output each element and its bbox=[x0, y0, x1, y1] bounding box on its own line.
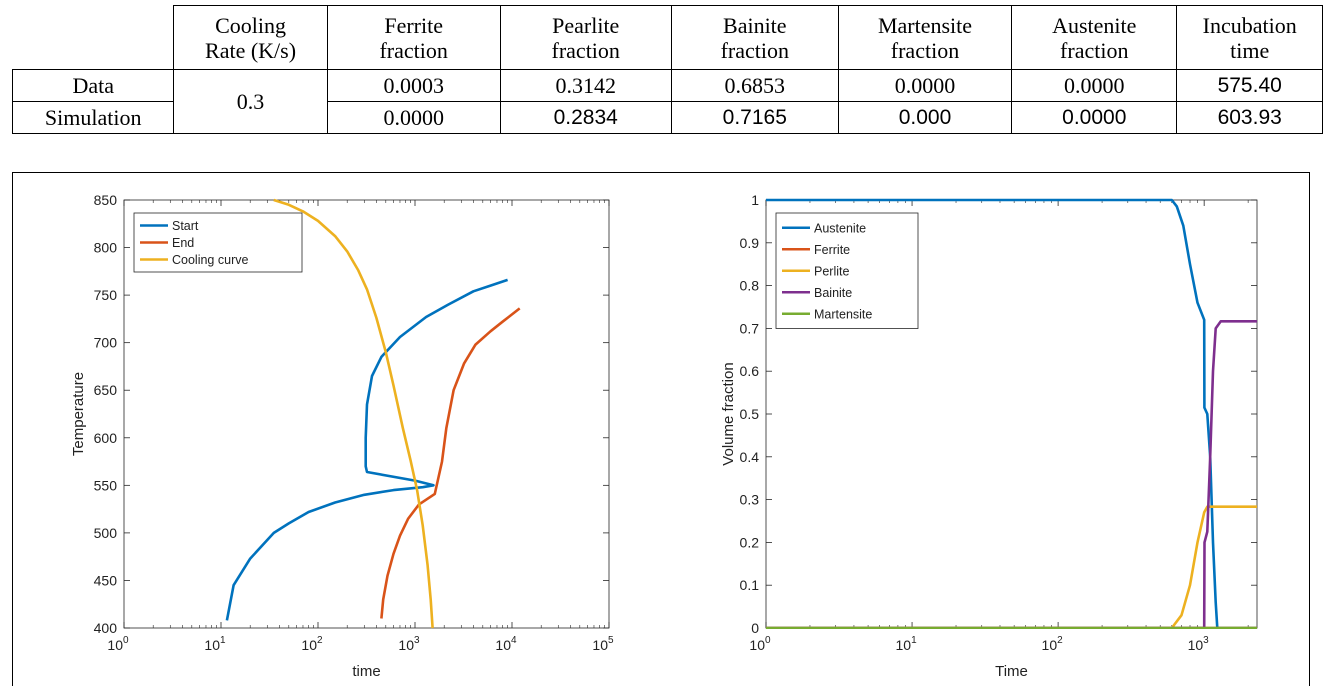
header-martensite-line2: fraction bbox=[890, 37, 960, 63]
y-tick-label: 0.5 bbox=[740, 406, 760, 422]
sim-pearlite-cell: 0.2834 bbox=[499, 101, 672, 134]
table-row-data: Data 0.3 0.0003 0.3142 0.6853 0.0000 0.0… bbox=[11, 69, 1323, 134]
header-austenite-line1: Austenite bbox=[1052, 12, 1137, 38]
sim-incubation-cell: 603.93 bbox=[1176, 101, 1323, 134]
legend-label: Bainite bbox=[814, 286, 852, 300]
y-tick-label: 0.2 bbox=[740, 534, 760, 550]
header-austenite: Austenite fraction bbox=[1011, 5, 1178, 70]
y-tick-label: 850 bbox=[94, 192, 118, 208]
x-axis-label: time bbox=[352, 663, 380, 680]
data-austenite-cell: 0.0000 bbox=[1011, 69, 1178, 102]
x-tick-label: 100 bbox=[107, 635, 129, 653]
results-table: Cooling Rate (K/s) Ferrite fraction Pearli… bbox=[11, 5, 1323, 134]
legend-label: End bbox=[172, 236, 194, 250]
header-ferrite-line1: Ferrite bbox=[384, 12, 444, 38]
data-martensite-cell: 0.0000 bbox=[837, 69, 1013, 102]
header-bainite-line2: fraction bbox=[720, 37, 789, 63]
legend-label: Martensite bbox=[814, 307, 872, 321]
y-tick-label: 0.9 bbox=[740, 235, 760, 251]
y-axis-label: Temperature bbox=[70, 372, 87, 456]
header-martensite: Martensite fraction bbox=[837, 5, 1013, 70]
y-tick-label: 500 bbox=[94, 525, 118, 541]
y-tick-label: 700 bbox=[94, 335, 118, 351]
header-pearlite-line1: Pearlite bbox=[552, 12, 620, 38]
header-incubation-line1: Incubation bbox=[1202, 12, 1297, 38]
x-tick-label: 105 bbox=[592, 635, 614, 653]
header-ferrite: Ferrite fraction bbox=[326, 5, 501, 70]
y-tick-label: 650 bbox=[94, 382, 118, 398]
header-row: Cooling Rate (K/s) Ferrite fraction Pearli… bbox=[12, 5, 1323, 70]
x-axis-label: Time bbox=[995, 663, 1028, 680]
header-cooling-rate: Cooling Rate (K/s) bbox=[173, 5, 328, 70]
header-austenite-line2: fraction bbox=[1060, 37, 1129, 63]
x-tick-label: 103 bbox=[1188, 635, 1210, 653]
header-cooling-rate-line2: Rate (K/s) bbox=[205, 37, 297, 63]
series-line-cooling-curve bbox=[273, 198, 434, 629]
y-tick-label: 0.8 bbox=[740, 278, 760, 294]
y-tick-label: 0 bbox=[751, 620, 759, 636]
legend-label: Start bbox=[172, 219, 199, 233]
corner-cell bbox=[12, 5, 175, 70]
legend-label: Ferrite bbox=[814, 243, 850, 257]
series-line-perlite bbox=[766, 505, 1257, 629]
header-pearlite-line2: fraction bbox=[551, 37, 620, 63]
x-tick-label: 101 bbox=[895, 635, 917, 653]
data-pearlite-cell: 0.3142 bbox=[499, 69, 672, 102]
cooling-rate-cell: 0.3 bbox=[173, 69, 328, 134]
x-tick-label: 104 bbox=[495, 635, 517, 653]
x-tick-label: 102 bbox=[301, 635, 323, 653]
data-incubation-cell: 575.40 bbox=[1176, 69, 1323, 102]
header-incubation: Incubation time bbox=[1176, 5, 1323, 70]
row-label-simulation: Simulation bbox=[11, 101, 175, 134]
header-incubation-line2: time bbox=[1230, 37, 1270, 63]
y-tick-label: 600 bbox=[94, 430, 118, 446]
legend-label: Perlite bbox=[814, 264, 849, 278]
y-tick-label: 0.7 bbox=[740, 320, 760, 336]
header-ferrite-line2: fraction bbox=[379, 37, 448, 63]
series-line-austenite bbox=[766, 198, 1257, 629]
x-tick-label: 102 bbox=[1042, 635, 1064, 653]
legend-label: Cooling curve bbox=[172, 253, 248, 267]
x-tick-label: 103 bbox=[398, 635, 420, 653]
x-tick-label: 101 bbox=[204, 635, 226, 653]
data-bainite-cell: 0.6853 bbox=[670, 69, 839, 102]
sim-ferrite-cell: 0.0000 bbox=[326, 101, 501, 134]
header-bainite-line1: Bainite bbox=[723, 12, 787, 38]
y-tick-label: 800 bbox=[94, 240, 118, 256]
series-line-start bbox=[225, 278, 509, 621]
figure-panel: 100 101 102 103 104 105 400 450 500 550 600 650 700 7… bbox=[12, 172, 1310, 686]
header-martensite-line1: Martensite bbox=[877, 12, 973, 38]
y-tick-label: 450 bbox=[94, 572, 118, 588]
chart-2: 100 101 102 103 0 0.1 0.2 0.3 0.4 0.5 0.6 0.7 0.8 0.9… bbox=[720, 192, 1258, 680]
chart-1: 100 101 102 103 104 105 400 450 500 550 600 650 700 7… bbox=[70, 192, 614, 680]
x-tick-label: 100 bbox=[749, 635, 771, 653]
y-tick-label: 0.6 bbox=[740, 363, 760, 379]
y-axis-label: Volume fraction bbox=[720, 362, 737, 465]
legend: Start End Cooling curve bbox=[133, 212, 303, 273]
series-line-end bbox=[380, 307, 521, 619]
y-tick-label: 0.4 bbox=[740, 449, 760, 465]
y-tick-label: 550 bbox=[94, 477, 118, 493]
y-tick-label: 1 bbox=[751, 192, 759, 208]
header-cooling-rate-line1: Cooling bbox=[215, 12, 286, 38]
data-ferrite-cell: 0.0003 bbox=[326, 69, 501, 102]
figure-svg: 100 101 102 103 104 105 400 450 500 550 600 650 700 7… bbox=[70, 192, 1258, 680]
y-tick-label: 400 bbox=[94, 620, 118, 636]
header-pearlite: Pearlite fraction bbox=[499, 5, 672, 70]
legend: Austenite Ferrite Perlite Bainite Martensite bbox=[775, 212, 919, 329]
sim-austenite-cell: 0.0000 bbox=[1011, 101, 1178, 134]
y-tick-label: 0.1 bbox=[740, 577, 760, 593]
legend-label: Austenite bbox=[814, 221, 866, 235]
y-tick-label: 750 bbox=[94, 287, 118, 303]
row-label-data: Data bbox=[11, 69, 175, 102]
series-line-bainite bbox=[766, 320, 1257, 629]
table-row-simulation: Simulation 0.0000 0.2834 0.7165 0.000 0.… bbox=[11, 101, 1323, 134]
sim-bainite-cell: 0.7165 bbox=[670, 101, 839, 134]
header-bainite: Bainite fraction bbox=[670, 5, 839, 70]
y-tick-label: 0.3 bbox=[740, 492, 760, 508]
sim-martensite-cell: 0.000 bbox=[837, 101, 1013, 134]
